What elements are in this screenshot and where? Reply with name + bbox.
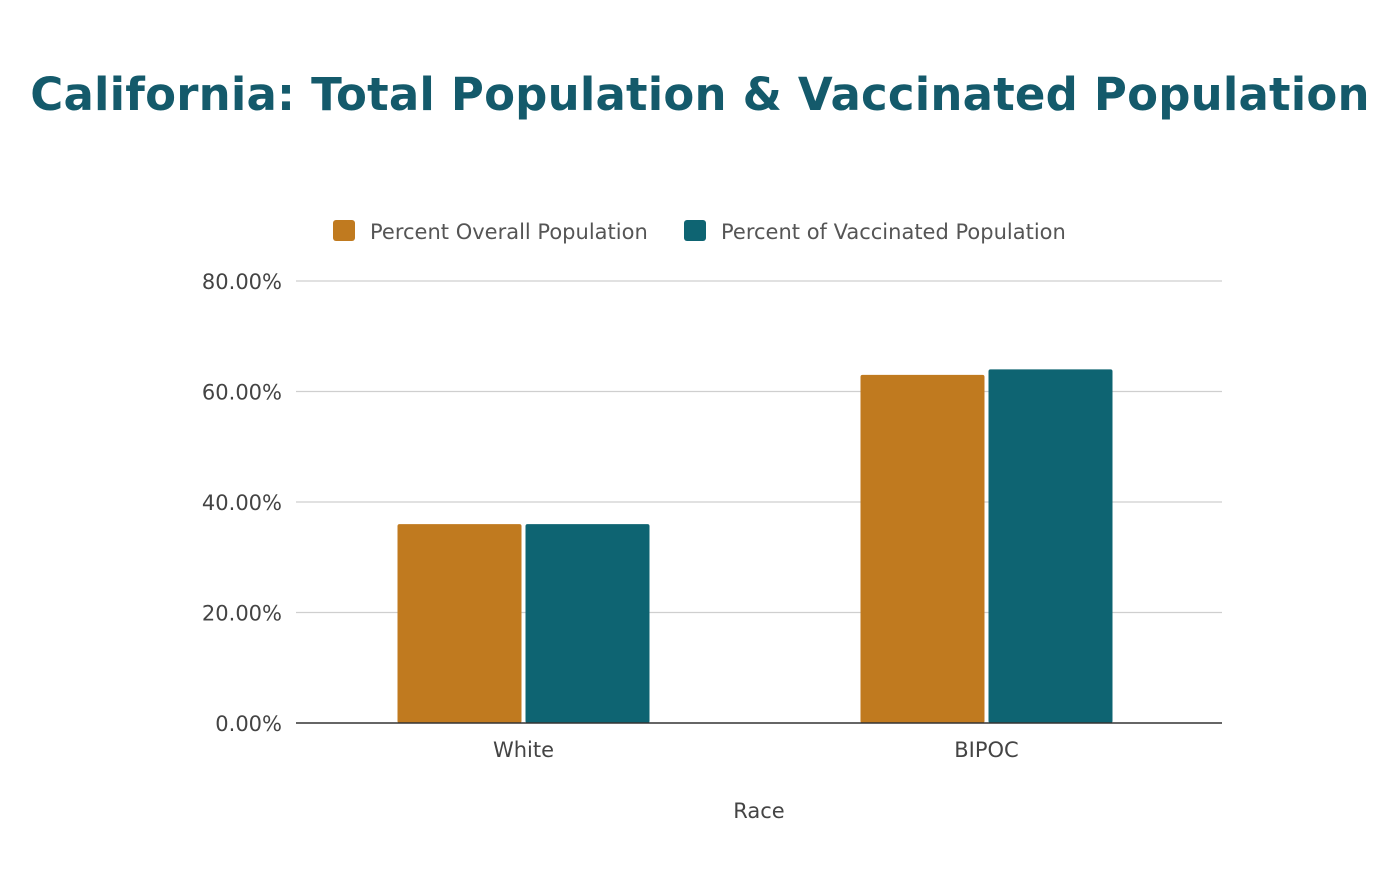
x-tick-label: White bbox=[493, 738, 554, 762]
y-tick-label: 20.00% bbox=[202, 602, 282, 626]
legend-label: Percent Overall Population bbox=[370, 220, 648, 244]
legend-label: Percent of Vaccinated Population bbox=[721, 220, 1066, 244]
chart-title: California: Total Population & Vaccinate… bbox=[30, 68, 1370, 121]
x-axis-ticks: White BIPOC bbox=[493, 738, 1019, 762]
bar-white-series-1 bbox=[397, 524, 522, 723]
bars bbox=[397, 369, 1113, 723]
bar-white-series-2 bbox=[525, 524, 650, 723]
legend-swatch bbox=[333, 220, 355, 241]
bar-bipoc-series-2 bbox=[988, 369, 1113, 723]
x-axis-title: Race bbox=[733, 799, 784, 823]
chart-legend: Percent Overall Population Percent of Vac… bbox=[333, 220, 1066, 244]
legend-swatch bbox=[684, 220, 706, 241]
y-tick-label: 40.00% bbox=[202, 491, 282, 515]
bar-bipoc-series-1 bbox=[860, 374, 985, 723]
y-tick-label: 60.00% bbox=[202, 381, 282, 405]
y-axis-ticks: 0.00% 20.00% 40.00% 60.00% 80.00% bbox=[202, 270, 282, 736]
x-tick-label: BIPOC bbox=[954, 738, 1018, 762]
y-tick-label: 80.00% bbox=[202, 270, 282, 294]
y-tick-label: 0.00% bbox=[215, 712, 282, 736]
